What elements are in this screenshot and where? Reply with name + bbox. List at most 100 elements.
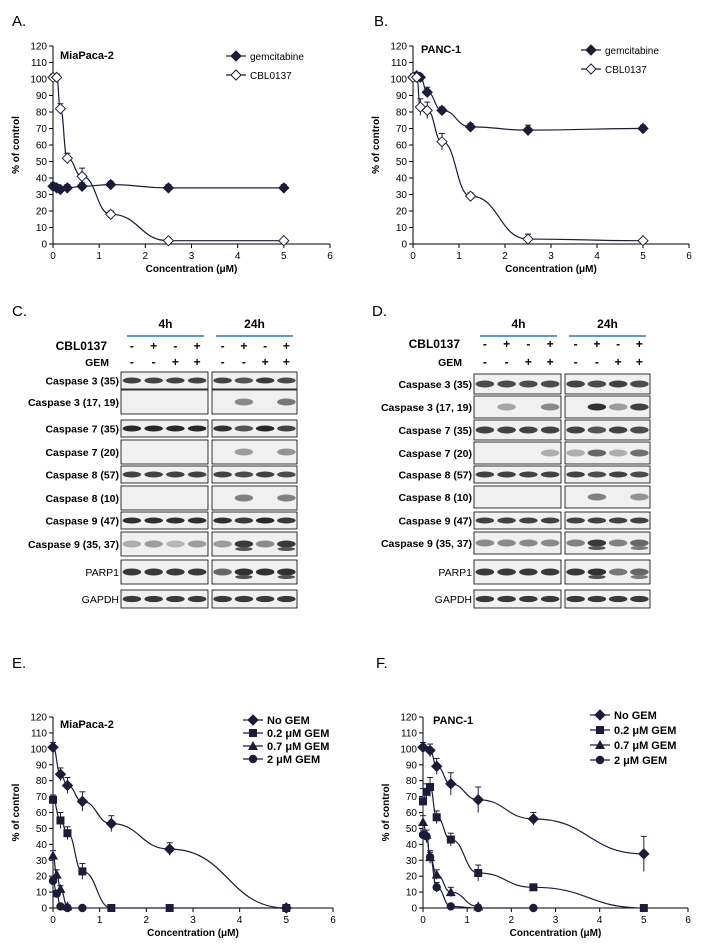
blot-band bbox=[277, 517, 296, 524]
data-point bbox=[464, 121, 477, 133]
blot-row-label: Caspase 9 (47) bbox=[45, 516, 119, 528]
y-tick-label: 30 bbox=[36, 190, 48, 201]
data-point bbox=[61, 182, 74, 194]
x-tick-label: 6 bbox=[686, 251, 692, 262]
blot-band bbox=[234, 517, 254, 524]
blot-band bbox=[255, 377, 275, 384]
blot-panel-left bbox=[473, 395, 562, 419]
series-line bbox=[52, 746, 287, 909]
blot-band bbox=[587, 449, 607, 457]
chart-e-miapaca2-combination: 0 10 20 30 40 50 60 70 80 90 100 110 120 0 1 2 3 4 5 6 Conce… bbox=[11, 713, 336, 940]
blot-band bbox=[497, 517, 516, 524]
treatment-sign: + bbox=[240, 339, 247, 353]
blot-panel-left bbox=[473, 441, 562, 465]
blot-panel-left bbox=[473, 465, 562, 484]
x-tick-label: 0 bbox=[410, 251, 416, 262]
blot-band bbox=[497, 380, 516, 388]
x-tick-label: 1 bbox=[97, 915, 103, 926]
blot-band bbox=[122, 595, 142, 603]
panel-label-f: F. bbox=[376, 655, 388, 672]
blot-band bbox=[475, 595, 495, 603]
data-point bbox=[54, 768, 67, 781]
blot-row-label: Caspase 9 (35, 37) bbox=[28, 539, 119, 551]
legend-label: CBL0137 bbox=[250, 71, 292, 82]
y-axis-label: % of control bbox=[381, 783, 392, 841]
data-point bbox=[78, 903, 87, 913]
blot-band bbox=[608, 426, 628, 434]
x-axis-label: Concentration (μM) bbox=[505, 264, 597, 275]
western-blot-d: 4h 24h CBL0137 - + - + - + - + GEM - - + + - - + + Caspase 3… bbox=[381, 317, 651, 609]
blot-band bbox=[187, 517, 207, 524]
legend-marker bbox=[595, 740, 605, 749]
legend-marker bbox=[248, 741, 258, 750]
blot-row-label: Caspase 8 (57) bbox=[398, 470, 472, 482]
chart-title: PANC-1 bbox=[421, 44, 461, 56]
data-point bbox=[474, 868, 483, 877]
treatment-sign: + bbox=[593, 337, 600, 351]
treatment-sign: + bbox=[547, 337, 554, 351]
legend-marker bbox=[230, 50, 242, 62]
blot-row bbox=[120, 419, 298, 438]
blot-band bbox=[187, 377, 207, 384]
y-tick-label: 10 bbox=[36, 223, 48, 234]
blot-panel-left bbox=[473, 511, 562, 530]
data-point bbox=[638, 848, 650, 860]
blot-row bbox=[473, 441, 651, 465]
y-tick-label: 70 bbox=[396, 124, 408, 135]
blot-row bbox=[473, 419, 651, 441]
blot-band bbox=[519, 539, 538, 547]
blot-band bbox=[213, 471, 232, 478]
blot-band bbox=[277, 494, 296, 502]
y-axis-label: % of control bbox=[11, 116, 22, 174]
blot-band bbox=[234, 568, 254, 576]
treatment-sign: - bbox=[221, 355, 225, 369]
blot-row bbox=[120, 531, 298, 557]
blot-band bbox=[497, 568, 516, 576]
y-tick-label: 40 bbox=[396, 174, 408, 185]
blot-band bbox=[213, 377, 232, 384]
blot-band bbox=[255, 595, 275, 603]
data-point bbox=[639, 904, 648, 912]
blot-band bbox=[234, 377, 254, 384]
blot-panel-right bbox=[564, 419, 651, 441]
blot-band bbox=[166, 377, 185, 384]
y-tick-label: 110 bbox=[401, 728, 417, 739]
blot-panel-right bbox=[564, 485, 651, 509]
legend-label: CBL0137 bbox=[605, 65, 647, 76]
treatment-sign: - bbox=[483, 337, 487, 351]
x-tick-label: 3 bbox=[189, 251, 195, 262]
series-1 bbox=[407, 71, 649, 247]
x-tick-label: 0 bbox=[50, 915, 56, 926]
legend-label: 0.2 μM GEM bbox=[267, 728, 329, 740]
blot-band bbox=[608, 568, 628, 576]
blot-band bbox=[587, 380, 607, 388]
blot-band bbox=[497, 471, 516, 478]
treatment-sign: + bbox=[194, 355, 201, 369]
y-tick-label: 60 bbox=[36, 141, 48, 152]
legend-marker bbox=[248, 754, 258, 764]
x-tick-label: 6 bbox=[330, 915, 336, 926]
legend-label: 0.7 μM GEM bbox=[614, 740, 676, 752]
y-tick-label: 50 bbox=[396, 157, 408, 168]
blot-band bbox=[277, 425, 296, 432]
data-point bbox=[47, 741, 59, 753]
blot-band bbox=[630, 426, 649, 434]
x-tick-label: 2 bbox=[502, 251, 508, 262]
blot-band bbox=[630, 546, 649, 550]
blot-panel-right bbox=[211, 589, 298, 609]
y-tick-label: 110 bbox=[391, 58, 407, 69]
blot-row bbox=[473, 373, 651, 395]
y-tick-label: 80 bbox=[396, 108, 408, 119]
data-point bbox=[163, 843, 176, 855]
data-point bbox=[162, 234, 175, 247]
y-tick-label: 40 bbox=[36, 840, 48, 851]
y-tick-label: 10 bbox=[406, 888, 418, 899]
data-point bbox=[432, 813, 441, 822]
blot-row bbox=[473, 589, 651, 609]
y-tick-label: 10 bbox=[36, 888, 48, 899]
blot-band bbox=[144, 425, 163, 432]
y-tick-label: 120 bbox=[30, 713, 47, 724]
series-0 bbox=[47, 178, 290, 196]
data-point bbox=[424, 744, 436, 757]
